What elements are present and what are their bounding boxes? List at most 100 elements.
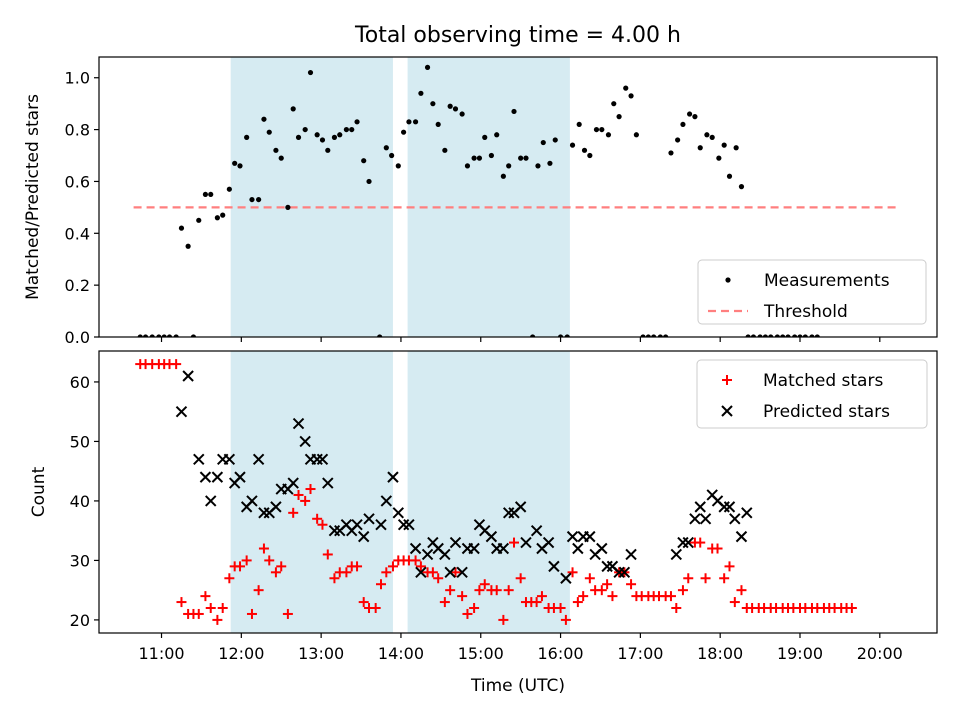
measurement-point (273, 147, 279, 153)
matched-star-point (212, 614, 223, 625)
measurement-point (149, 334, 155, 337)
measurement-point (290, 106, 296, 112)
measurement-point (377, 334, 383, 337)
predicted-star-point (252, 453, 265, 465)
matched-star-point (258, 543, 269, 554)
matched-star-point (729, 597, 740, 608)
predicted-star-point (205, 495, 217, 507)
measurement-point (587, 152, 593, 159)
y-tick-label: 40 (70, 492, 90, 511)
matched-star-point (503, 585, 514, 596)
legend-label: Matched stars (763, 371, 883, 391)
predicted-star-point (694, 501, 706, 513)
measurement-point (142, 334, 149, 337)
measurement-point (518, 155, 524, 161)
x-tick-label: 17:00 (617, 644, 663, 663)
matched-star-point (410, 555, 421, 566)
measurement-point (709, 134, 715, 140)
measurement-point (383, 145, 389, 151)
predicted-star-point (682, 536, 694, 549)
measurement-point (226, 186, 232, 192)
measurement-point (645, 334, 651, 337)
predicted-star-point (584, 530, 596, 543)
measurement-point (814, 334, 820, 337)
measurement-point (349, 126, 355, 133)
measurement-point (244, 134, 250, 140)
measurement-point (557, 334, 564, 337)
predicted-star-point (322, 477, 334, 489)
measurement-point (697, 145, 703, 151)
measurement-point (302, 126, 308, 133)
predicted-star-point (193, 453, 205, 465)
measurement-point (581, 147, 588, 153)
measurement-point (680, 121, 686, 128)
matched-star-point (439, 597, 450, 608)
matched-star-point (176, 597, 187, 608)
measurement-point (366, 178, 372, 185)
matched-star-point (602, 579, 613, 590)
measurement-point (185, 243, 191, 249)
matched-star-point (375, 579, 386, 590)
measurement-point (166, 334, 173, 337)
predicted-star-point (415, 566, 427, 579)
measurement-point (208, 191, 214, 198)
matched-star-point (329, 573, 340, 584)
matched-star-point (415, 561, 426, 572)
matched-star-point (536, 591, 547, 602)
predicted-star-point (387, 471, 399, 483)
measurement-point (768, 334, 774, 337)
matched-star-point (736, 585, 747, 596)
measurement-point (418, 90, 424, 96)
matched-star-point (381, 567, 392, 578)
measurement-point (482, 134, 488, 140)
measurement-point (137, 334, 143, 337)
legend-label: Measurements (764, 271, 890, 291)
matched-star-point (445, 585, 456, 596)
predicted-star-point (718, 501, 730, 513)
predicted-star-point (421, 548, 434, 561)
matched-star-point (300, 495, 311, 506)
matched-star-point (264, 555, 275, 566)
measurement-point (593, 126, 600, 133)
measurement-point (657, 334, 663, 337)
matched-star-point (270, 567, 281, 578)
shaded-interval (407, 57, 570, 337)
matched-star-point (433, 573, 444, 584)
predicted-star-point (560, 572, 572, 584)
measurement-point (214, 215, 220, 221)
bottom-y-axis-label: Count (29, 466, 49, 517)
measurement-point (337, 132, 343, 138)
measurement-point (389, 152, 395, 159)
matched-star-point (719, 573, 730, 584)
y-tick-label: 0.6 (65, 172, 90, 191)
measurement-point (261, 116, 267, 122)
measurement-point (640, 334, 646, 337)
matched-star-point (700, 573, 711, 584)
matched-star-point (584, 573, 595, 584)
measurement-point (237, 163, 243, 169)
matched-star-point (567, 567, 578, 578)
matched-star-point (498, 614, 509, 625)
measurement-point (704, 132, 710, 138)
predicted-star-point (375, 519, 387, 531)
matched-star-point (469, 603, 480, 614)
predicted-star-point (397, 519, 410, 531)
matched-star-point (241, 555, 252, 566)
matched-star-point (293, 489, 304, 500)
matched-star-point (607, 591, 618, 602)
predicted-star-point (246, 495, 258, 507)
measurement-point (307, 69, 314, 76)
bottom-panel: 11:00 12:00 13:00 14:00 15:00 16:00 17:00 18:00… (70, 350, 938, 663)
measurement-point (506, 163, 512, 169)
matched-star-point (312, 513, 323, 524)
matched-star-point (462, 608, 473, 619)
measurement-point (576, 121, 582, 128)
predicted-star-point (270, 501, 282, 513)
predicted-star-point (316, 453, 329, 465)
measurement-point (412, 119, 419, 125)
predicted-star-point (444, 566, 456, 579)
measurement-point (220, 212, 226, 218)
measurement-point (547, 160, 553, 166)
matched-star-point (317, 519, 328, 530)
